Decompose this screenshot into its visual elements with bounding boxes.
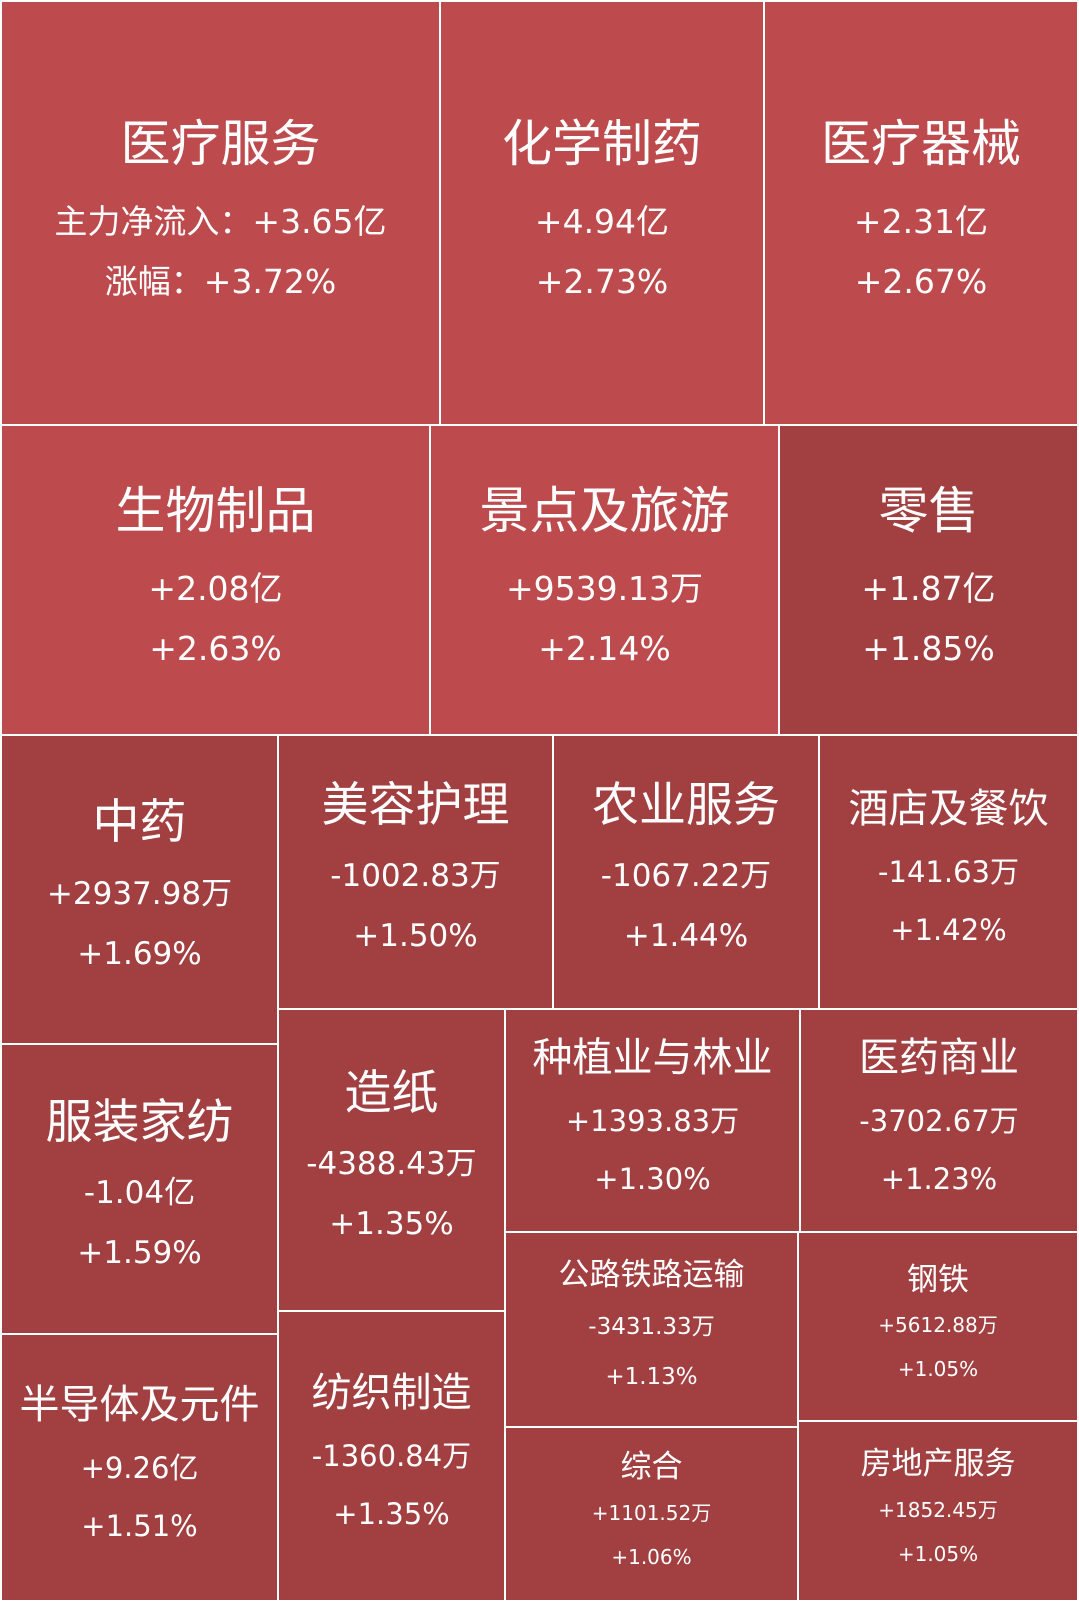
sector-inflow: +5612.88万 [878, 1313, 998, 1338]
sector-inflow: -1002.83万 [330, 858, 501, 895]
tile-yiliao-qixie[interactable]: 医疗器械 +2.31亿 +2.67% [763, 0, 1079, 426]
tile-yiliao-fuwu[interactable]: 医疗服务 主力净流入：+3.65亿 涨幅：+3.72% [0, 0, 441, 426]
sector-change: +1.30% [594, 1161, 711, 1196]
sector-inflow-line: 主力净流入：+3.65亿 [54, 192, 386, 252]
sector-name: 酒店及餐饮 [848, 786, 1049, 832]
sector-inflow: +1.87亿 [861, 569, 996, 608]
tile-lingshou[interactable]: 零售 +1.87亿 +1.85% [778, 424, 1079, 736]
sector-change: +2.67% [854, 262, 988, 301]
sector-inflow: -1.04亿 [83, 1175, 196, 1212]
sector-change: +2.63% [149, 629, 282, 668]
sector-name: 造纸 [344, 1065, 439, 1121]
sector-inflow: -141.63万 [878, 855, 1019, 889]
sector-change: +1.05% [897, 1357, 979, 1382]
tile-zhongyao[interactable]: 中药 +2937.98万 +1.69% [0, 734, 279, 1045]
tile-gonglu-tielu[interactable]: 公路铁路运输 -3431.33万 +1.13% [504, 1231, 799, 1428]
sector-inflow: -1360.84万 [311, 1439, 472, 1473]
sector-inflow: -1067.22万 [600, 858, 772, 895]
tile-zhongzhi-linye[interactable]: 种植业与林业 +1393.83万 +1.30% [504, 1008, 801, 1233]
sector-change: +2.73% [535, 262, 669, 301]
sector-name: 零售 [878, 482, 979, 540]
tile-yiyao-shangye[interactable]: 医药商业 -3702.67万 +1.23% [799, 1008, 1079, 1233]
sector-name: 农业服务 [592, 777, 780, 833]
sector-name: 纺织制造 [311, 1370, 472, 1416]
tile-bandaoti[interactable]: 半导体及元件 +9.26亿 +1.51% [0, 1333, 279, 1602]
sector-inflow: +1852.45万 [878, 1497, 998, 1522]
tile-zaozhi[interactable]: 造纸 -4388.43万 +1.35% [277, 1008, 506, 1312]
sector-change-line: 涨幅：+3.72% [105, 252, 336, 312]
tile-fangzhi-zhizao[interactable]: 纺织制造 -1360.84万 +1.35% [277, 1310, 506, 1602]
sector-name: 景点及旅游 [479, 482, 730, 540]
sector-name: 综合 [620, 1449, 683, 1486]
tile-jingdian-lvyou[interactable]: 景点及旅游 +9539.13万 +2.14% [429, 424, 780, 736]
sector-name: 化学制药 [502, 115, 702, 173]
sector-name: 钢铁 [907, 1261, 969, 1298]
change-prefix: 涨幅： [104, 262, 204, 301]
tile-fangdichan-fuwu[interactable]: 房地产服务 +1852.45万 +1.05% [797, 1420, 1079, 1602]
sector-inflow: -3702.67万 [859, 1103, 1019, 1138]
sector-inflow: +2937.98万 [46, 875, 233, 912]
tile-fuzhuang-jiafang[interactable]: 服装家纺 -1.04亿 +1.59% [0, 1043, 279, 1335]
sector-change: +1.51% [81, 1508, 198, 1543]
sector-change: +1.42% [890, 913, 1007, 947]
sector-change: +1.44% [623, 918, 749, 955]
sector-name: 美容护理 [321, 777, 510, 833]
sector-change: +3.72% [203, 262, 337, 301]
inflow-prefix: 主力净流入： [54, 202, 253, 241]
sector-inflow: +1393.83万 [565, 1103, 740, 1138]
sector-change: +1.05% [897, 1541, 979, 1566]
sector-inflow: +1101.52万 [591, 1500, 712, 1525]
sector-inflow: +2.31亿 [853, 202, 989, 241]
sector-name: 医药商业 [859, 1034, 1019, 1081]
sector-change: +1.35% [329, 1206, 454, 1243]
sector-inflow: -3431.33万 [588, 1314, 715, 1341]
sector-change: +1.35% [333, 1497, 450, 1531]
sector-change: +1.13% [605, 1364, 698, 1391]
sector-change: +1.23% [880, 1161, 998, 1196]
sector-inflow: +4.94亿 [534, 202, 670, 241]
sector-inflow: +2.08亿 [148, 569, 283, 608]
sector-name: 房地产服务 [860, 1446, 1016, 1483]
sector-name: 半导体及元件 [19, 1381, 260, 1428]
sector-name: 种植业与林业 [532, 1034, 773, 1081]
sector-name: 中药 [92, 795, 187, 851]
tile-nongye-fuwu[interactable]: 农业服务 -1067.22万 +1.44% [552, 734, 820, 1010]
sector-name: 生物制品 [115, 482, 316, 540]
sector-inflow: +9.26亿 [80, 1450, 199, 1485]
sector-name: 服装家纺 [45, 1094, 234, 1150]
sector-change: +1.06% [611, 1544, 692, 1569]
tile-meirong-huli[interactable]: 美容护理 -1002.83万 +1.50% [277, 734, 554, 1010]
tile-huaxue-zhiyao[interactable]: 化学制药 +4.94亿 +2.73% [439, 0, 765, 426]
sector-change: +1.50% [353, 918, 478, 955]
tile-zonghe[interactable]: 综合 +1101.52万 +1.06% [504, 1426, 799, 1602]
sector-name: 公路铁路运输 [558, 1256, 745, 1293]
sector-change: +1.85% [862, 629, 995, 668]
tile-gangtie[interactable]: 钢铁 +5612.88万 +1.05% [797, 1231, 1079, 1422]
sector-change: +1.69% [77, 935, 202, 972]
sector-inflow: +3.65亿 [252, 202, 387, 241]
sector-name: 医疗服务 [120, 115, 321, 173]
sector-change: +1.59% [77, 1235, 202, 1272]
sector-change: +2.14% [538, 629, 671, 668]
sector-inflow: +9539.13万 [505, 569, 704, 608]
sector-name: 医疗器械 [821, 115, 1021, 173]
tile-shengwu-zhipin[interactable]: 生物制品 +2.08亿 +2.63% [0, 424, 431, 736]
tile-jiudian-canyin[interactable]: 酒店及餐饮 -141.63万 +1.42% [818, 734, 1079, 1010]
sector-inflow: -4388.43万 [306, 1146, 477, 1183]
